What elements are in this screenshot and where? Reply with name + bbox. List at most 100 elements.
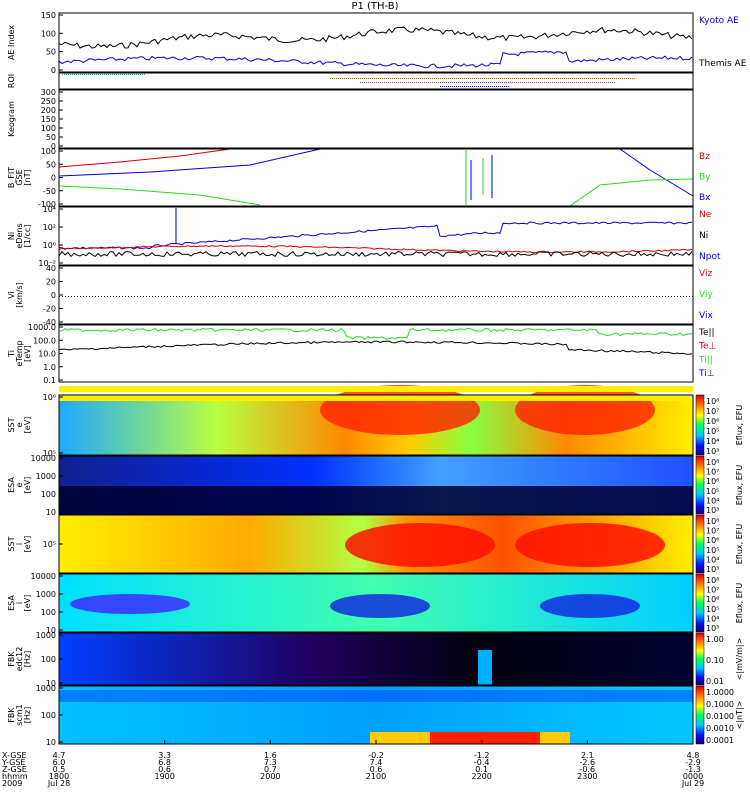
vi-zero-dot xyxy=(83,296,84,297)
vi-zero-dot xyxy=(206,296,207,297)
esa-i-blob-3 xyxy=(540,594,640,618)
roi-mark xyxy=(444,82,445,83)
roi-mark xyxy=(360,78,361,79)
roi-mark xyxy=(432,82,433,83)
ytick-keogram: 300 xyxy=(41,88,56,97)
roi-mark xyxy=(376,78,377,79)
vi-zero-dot xyxy=(275,296,276,297)
ytick-keogram: 200 xyxy=(41,106,56,115)
roi-mark xyxy=(358,78,359,79)
vi-zero-dot xyxy=(464,296,465,297)
vi-zero-dot xyxy=(575,296,576,297)
ylabel-sst_e: [eV] xyxy=(23,417,32,434)
vi-zero-dot xyxy=(68,296,69,297)
roi-mark xyxy=(562,82,563,83)
roi-mark xyxy=(384,82,385,83)
roi-mark xyxy=(398,78,399,79)
roi-mark xyxy=(476,86,477,87)
roi-mark xyxy=(426,82,427,83)
sst-i-blob-2 xyxy=(515,523,665,567)
roi-mark xyxy=(416,78,417,79)
ylabel-fbk_scm: [Hz] xyxy=(23,707,32,723)
vi-zero-dot xyxy=(299,296,300,297)
roi-mark xyxy=(550,82,551,83)
vi-zero-dot xyxy=(653,296,654,297)
ytick-fbk_scm: 100 xyxy=(41,711,56,720)
xtick-label: Jul 29 xyxy=(681,779,704,788)
roi-mark xyxy=(578,82,579,83)
roi-mark xyxy=(464,86,465,87)
roi-mark xyxy=(388,82,389,83)
vi-zero-dot xyxy=(194,296,195,297)
roi-mark xyxy=(578,78,579,79)
vi-zero-dot xyxy=(149,296,150,297)
sst-e-topband xyxy=(59,395,693,401)
vi-zero-dot xyxy=(197,296,198,297)
roi-mark xyxy=(540,78,541,79)
vi-zero-dot xyxy=(380,296,381,297)
legend-ni: Ni xyxy=(699,231,708,241)
roi-mark xyxy=(382,78,383,79)
vi-zero-dot xyxy=(401,296,402,297)
vi-zero-dot xyxy=(452,296,453,297)
ytick-bfit: 0 xyxy=(51,174,56,183)
ytick-ae: 50 xyxy=(46,48,56,57)
roi-mark xyxy=(126,74,127,75)
roi-mark xyxy=(442,78,443,79)
vi-zero-dot xyxy=(602,296,603,297)
roi-mark xyxy=(438,82,439,83)
roi-mark xyxy=(470,82,471,83)
vi-zero-dot xyxy=(620,296,621,297)
vi-zero-dot xyxy=(287,296,288,297)
roi-mark xyxy=(610,82,611,83)
roi-mark xyxy=(368,82,369,83)
roi-mark xyxy=(386,82,387,83)
roi-mark xyxy=(132,74,133,75)
roi-mark xyxy=(570,82,571,83)
vi-zero-dot xyxy=(134,296,135,297)
roi-mark xyxy=(434,82,435,83)
roi-mark xyxy=(364,82,365,83)
ytick-vi: 20 xyxy=(46,278,56,287)
roi-mark xyxy=(594,82,595,83)
vi-zero-dot xyxy=(371,296,372,297)
colorbar-label-fbk_scm: 0.0010 xyxy=(706,724,734,733)
roi-mark xyxy=(612,78,613,79)
roi-mark xyxy=(376,82,377,83)
legend-bfit: By xyxy=(699,173,711,183)
vi-zero-dot xyxy=(431,296,432,297)
roi-mark xyxy=(586,78,587,79)
vi-zero-dot xyxy=(626,296,627,297)
vi-zero-dot xyxy=(116,296,117,297)
roi-mark xyxy=(396,82,397,83)
vi-zero-dot xyxy=(500,296,501,297)
vi-zero-dot xyxy=(308,296,309,297)
vi-zero-dot xyxy=(62,296,63,297)
roi-mark xyxy=(462,78,463,79)
vi-zero-dot xyxy=(410,296,411,297)
roi-mark xyxy=(480,78,481,79)
colorbar-label-sst_i: 10⁸ xyxy=(706,517,719,526)
ytick-fbk_scm: 1000 xyxy=(36,684,56,693)
vi-zero-dot xyxy=(617,296,618,297)
vi-zero-dot xyxy=(161,296,162,297)
colorbar-label-esa_i: 10⁵ xyxy=(706,605,719,614)
roi-mark xyxy=(124,74,125,75)
roi-mark xyxy=(498,78,499,79)
colorbar-label-sst_i: 10³ xyxy=(706,565,719,574)
vi-zero-dot xyxy=(236,296,237,297)
colorbar-title-esa_e: Eflux, EFU xyxy=(735,465,744,506)
roi-mark xyxy=(506,82,507,83)
vi-zero-dot xyxy=(497,296,498,297)
roi-mark xyxy=(538,78,539,79)
roi-mark xyxy=(606,82,607,83)
roi-mark xyxy=(574,78,575,79)
vi-zero-dot xyxy=(140,296,141,297)
vi-zero-dot xyxy=(92,296,93,297)
roi-mark xyxy=(594,78,595,79)
roi-mark xyxy=(402,78,403,79)
roi-mark xyxy=(362,82,363,83)
roi-mark xyxy=(116,74,117,75)
vi-zero-dot xyxy=(98,296,99,297)
